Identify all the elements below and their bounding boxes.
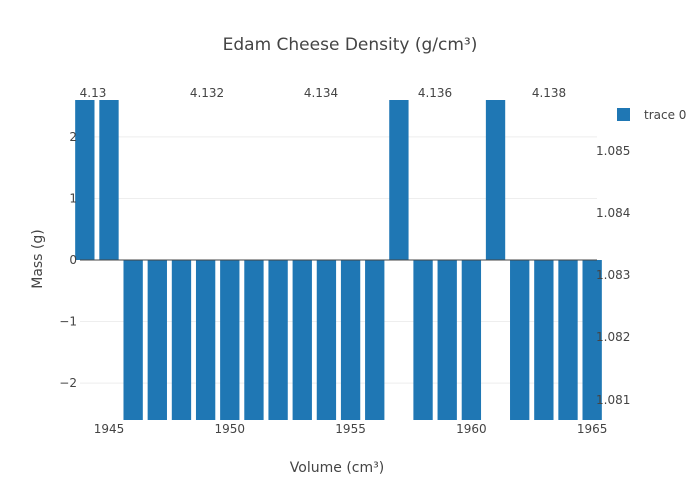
top-tick-label: 4.13 bbox=[80, 86, 107, 100]
bar[interactable] bbox=[316, 260, 337, 420]
bar[interactable] bbox=[195, 260, 216, 420]
legend-swatch bbox=[617, 108, 630, 121]
bar[interactable] bbox=[292, 260, 312, 420]
bar[interactable] bbox=[171, 260, 192, 420]
chart-title: Edam Cheese Density (g/cm³) bbox=[223, 35, 478, 55]
y-tick-label: 1 bbox=[69, 191, 77, 205]
bar[interactable] bbox=[413, 260, 433, 420]
bar[interactable] bbox=[244, 260, 264, 420]
y-axis-ticks: −2 −1 0 1 2 bbox=[59, 130, 77, 390]
bar[interactable] bbox=[389, 100, 409, 260]
y-tick-label: −2 bbox=[59, 376, 77, 390]
top-tick-label: 4.132 bbox=[190, 86, 224, 100]
x-tick-label: 1965 bbox=[577, 422, 608, 436]
x-tick-label: 1950 bbox=[215, 422, 246, 436]
legend-label: trace 0 bbox=[644, 108, 686, 122]
right-tick-label: 1.083 bbox=[596, 268, 630, 282]
right-tick-label: 1.085 bbox=[596, 144, 630, 158]
bar[interactable] bbox=[437, 260, 457, 420]
bar[interactable] bbox=[147, 260, 167, 420]
top-tick-label: 4.134 bbox=[304, 86, 338, 100]
y-tick-label: 0 bbox=[69, 253, 77, 267]
bar[interactable] bbox=[485, 100, 506, 260]
y-axis-title: Mass (g) bbox=[30, 229, 46, 289]
bar[interactable] bbox=[365, 260, 385, 420]
top-axis-ticks: 4.13 4.132 4.134 4.136 4.138 bbox=[80, 86, 567, 100]
bar[interactable] bbox=[558, 260, 578, 420]
x-axis-ticks: 1945 1950 1955 1960 1965 bbox=[94, 422, 608, 436]
bar[interactable] bbox=[268, 260, 288, 420]
bar[interactable] bbox=[340, 260, 361, 420]
right-tick-label: 1.082 bbox=[596, 330, 630, 344]
bar[interactable] bbox=[510, 260, 530, 420]
x-axis-title: Volume (cm³) bbox=[290, 460, 384, 476]
top-tick-label: 4.138 bbox=[532, 86, 566, 100]
legend[interactable]: trace 0 bbox=[617, 108, 686, 122]
x-tick-label: 1945 bbox=[94, 422, 125, 436]
bars bbox=[75, 100, 602, 420]
bar[interactable] bbox=[461, 260, 482, 420]
bar[interactable] bbox=[534, 260, 554, 420]
bar[interactable] bbox=[220, 260, 240, 420]
bar[interactable] bbox=[75, 100, 95, 260]
right-tick-label: 1.081 bbox=[596, 393, 630, 407]
y-tick-label: 2 bbox=[69, 130, 77, 144]
x-tick-label: 1955 bbox=[335, 422, 366, 436]
bar[interactable] bbox=[123, 260, 143, 420]
right-tick-label: 1.084 bbox=[596, 206, 630, 220]
bar[interactable] bbox=[582, 260, 602, 420]
y-tick-label: −1 bbox=[59, 315, 77, 329]
right-axis-ticks: 1.085 1.084 1.083 1.082 1.081 bbox=[596, 144, 630, 407]
bar[interactable] bbox=[99, 100, 119, 260]
x-tick-label: 1960 bbox=[456, 422, 487, 436]
top-tick-label: 4.136 bbox=[418, 86, 452, 100]
